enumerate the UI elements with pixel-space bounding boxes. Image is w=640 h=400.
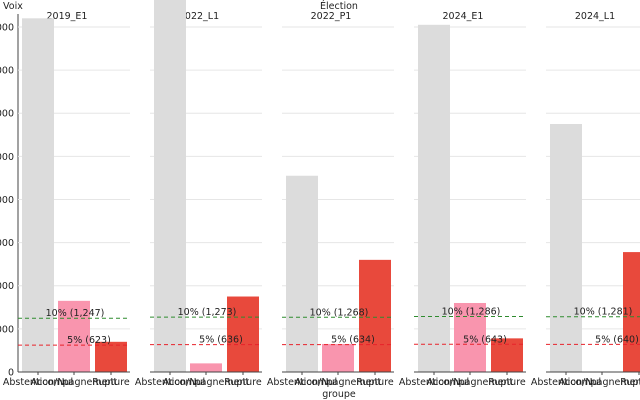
threshold-5-label: 5% (636) <box>199 335 243 346</box>
x-tick-label: Accompagnement <box>559 377 640 388</box>
bar-abstention-nul <box>418 24 450 372</box>
threshold-10-label: 10% (1,268) <box>310 307 369 318</box>
threshold-5-label: 5% (643) <box>463 334 507 345</box>
bar-accompagnement <box>454 302 486 372</box>
x-tick-label: Abstention/Nul <box>267 377 337 388</box>
x-tick-label: Accompagnement <box>427 377 514 388</box>
y-tick-label: 0 <box>8 368 14 379</box>
x-tick-label: Rupture <box>488 377 526 388</box>
x-tick-label: Accompagnement <box>295 377 382 388</box>
threshold-10-label: 10% (1,281) <box>574 307 633 318</box>
panel-title: 2024_E1 <box>443 11 484 22</box>
bar-accompagnement <box>58 300 90 372</box>
panel-2024_L1: 2024_L1 10% (1,281) 5% (640) Abstention/Nul… <box>531 11 640 388</box>
x-tick-label: Rupture <box>620 377 640 388</box>
panel-2019_E1: 2019_E1 10% (1,247) 5% (623) Abstention/Nul… <box>3 11 130 388</box>
y-tick-label: 000 <box>0 324 14 335</box>
panel-title: 2019_E1 <box>47 11 88 22</box>
y-tick-label: 000 <box>0 66 14 77</box>
threshold-5-label: 5% (634) <box>331 335 375 346</box>
x-tick-label: Abstention/Nul <box>3 377 73 388</box>
bar-rupture <box>95 341 127 372</box>
panel-title: 2022_P1 <box>311 11 352 22</box>
x-tick-label: Rupture <box>224 377 262 388</box>
bar-abstention-nul <box>22 18 54 372</box>
y-tick-label: 000 <box>0 22 14 33</box>
y-tick-label: 000 <box>0 238 14 249</box>
bar-rupture <box>227 296 259 372</box>
bar-abstention-nul <box>550 123 582 373</box>
threshold-5-label: 5% (640) <box>595 334 639 345</box>
bar-rupture <box>359 259 391 372</box>
threshold-10-label: 10% (1,286) <box>442 307 501 318</box>
y-tick-label: 000 <box>0 109 14 120</box>
x-tick-label: Rupture <box>92 377 130 388</box>
y-tick-label: 000 <box>0 195 14 206</box>
x-tick-label: Rupture <box>356 377 394 388</box>
panel-title: 2024_L1 <box>575 11 615 22</box>
x-tick-label: Abstention/Nul <box>135 377 205 388</box>
y-tick-label: 000 <box>0 281 14 292</box>
x-tick-label: Accompagnement <box>31 377 118 388</box>
threshold-10-label: 10% (1,273) <box>178 307 237 318</box>
panel-2024_E1: 2024_E1 10% (1,286) 5% (643) Abstention/Nul… <box>399 11 526 388</box>
threshold-5-label: 5% (623) <box>67 335 111 346</box>
y-tick-label: 000 <box>0 152 14 163</box>
bar-rupture <box>623 252 640 372</box>
panel-2022_L1: 2022_L1 10% (1,273) 5% (636) Abstention/Nul… <box>135 0 262 388</box>
x-axis-title: groupe <box>322 389 356 400</box>
bar-abstention-nul <box>286 175 318 372</box>
x-tick-label: Abstention/Nul <box>531 377 601 388</box>
y-axis-title: Voix <box>3 1 23 12</box>
x-tick-label: Accompagnement <box>163 377 250 388</box>
panel-2022_P1: 2022_P1 10% (1,268) 5% (634) Abstention/Nul… <box>267 11 394 388</box>
threshold-10-label: 10% (1,247) <box>46 308 105 319</box>
panel-title: 2022_L1 <box>179 11 219 22</box>
facet-title: Élection <box>320 0 358 12</box>
bar-abstention-nul <box>154 0 186 373</box>
x-tick-label: Abstention/Nul <box>399 377 469 388</box>
bar-accompagnement <box>322 343 354 372</box>
bar-accompagnement <box>190 363 222 372</box>
